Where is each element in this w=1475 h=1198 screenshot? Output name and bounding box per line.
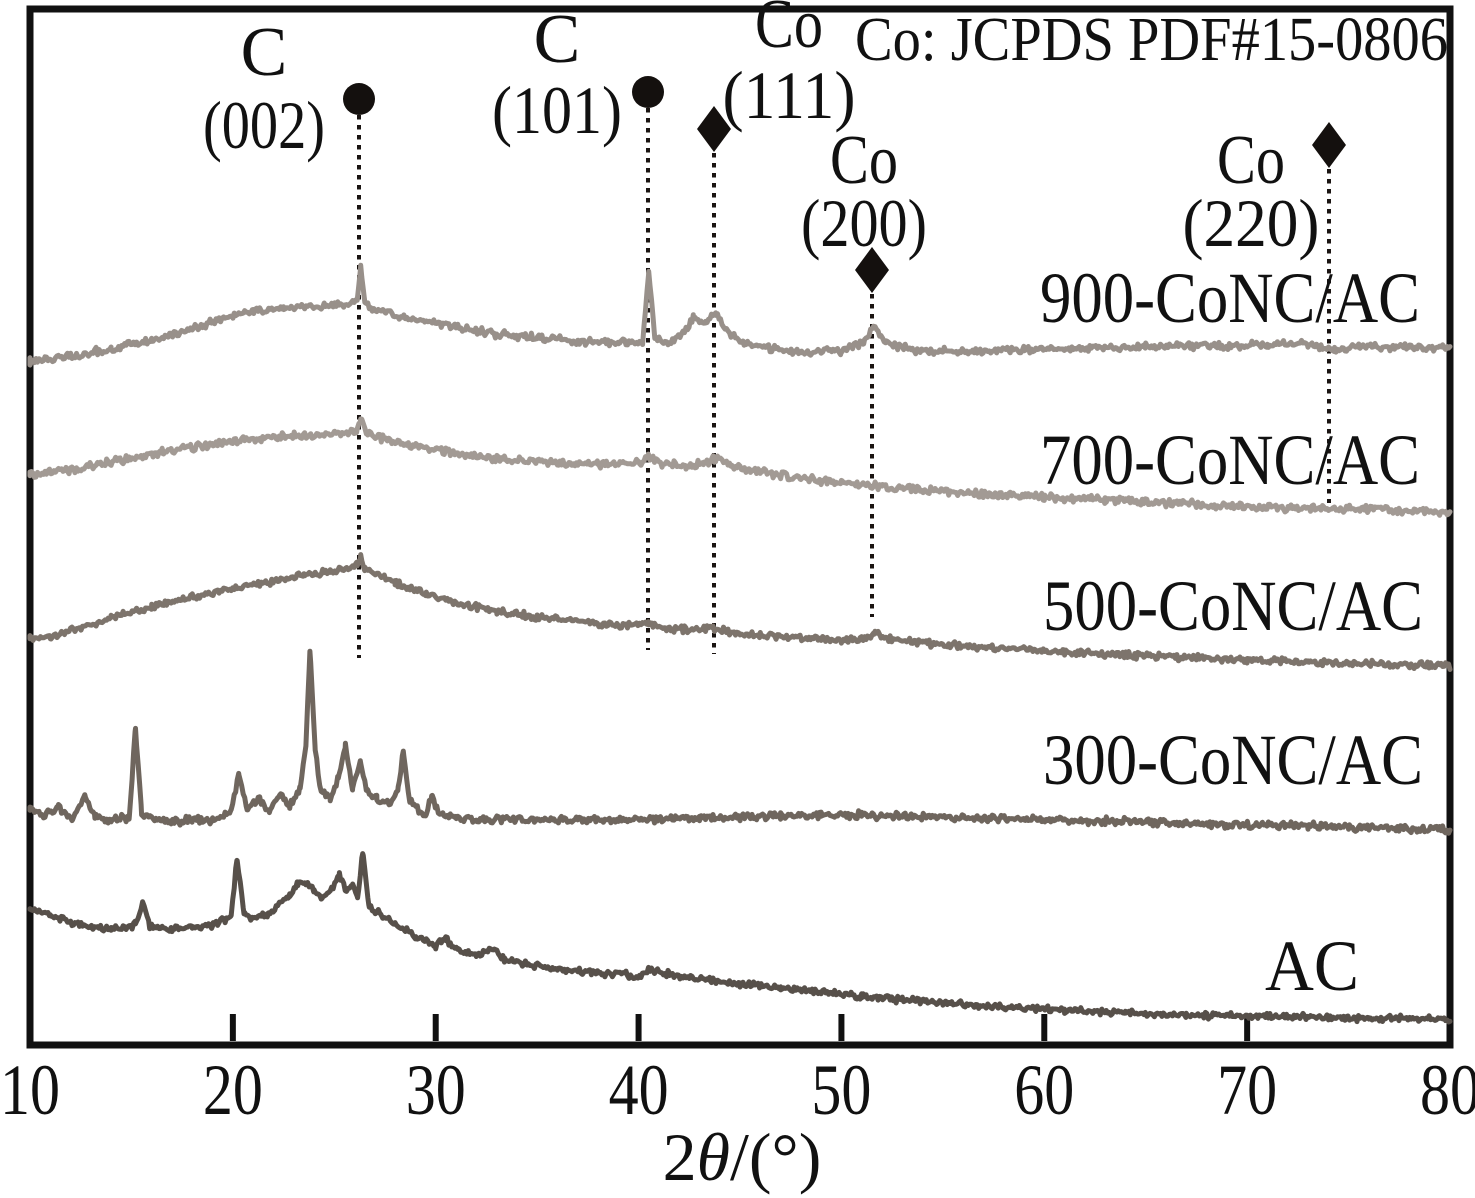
filled-circle-marker-C-002 xyxy=(343,83,375,115)
x-tick-label-80: 80 xyxy=(1420,1050,1475,1130)
series-label-500-CoNC-AC: 500-CoNC/AC xyxy=(1043,566,1423,646)
plot-border xyxy=(26,5,1454,1049)
filled-diamond-marker-Co-200 xyxy=(855,247,889,293)
series-path-300-CoNC-AC xyxy=(27,648,1453,836)
peak-plane-label-Co-220: (220) xyxy=(1183,185,1320,261)
x-tick-label-10: 10 xyxy=(0,1050,60,1130)
peak-plane-label-Co-111: (111) xyxy=(723,57,856,133)
x-tick-label-20: 20 xyxy=(203,1050,263,1130)
peak-phase-label-C-002: C xyxy=(241,14,288,91)
series-path-500-CoNC-AC xyxy=(27,552,1453,672)
series-label-700-CoNC-AC: 700-CoNC/AC xyxy=(1040,420,1420,500)
peak-phase-label-Co-111: Co xyxy=(755,0,823,63)
x-tick-label-60: 60 xyxy=(1014,1050,1074,1130)
series-path-900-CoNC-AC xyxy=(27,262,1453,368)
filled-diamond-marker-Co-111 xyxy=(697,106,731,152)
series-label-AC: AC xyxy=(1265,926,1359,1006)
x-tick-label-50: 50 xyxy=(811,1050,871,1130)
x-tick-label-30: 30 xyxy=(406,1050,466,1130)
filled-circle-marker-C-101 xyxy=(632,76,664,108)
filled-diamond-marker-Co-220 xyxy=(1312,122,1346,168)
series-path-700-CoNC-AC xyxy=(27,416,1453,518)
peak-phase-label-C-101: C xyxy=(534,1,581,78)
peak-phase-label-Co-200: Co xyxy=(830,122,898,199)
peak-plane-label-Co-200: (200) xyxy=(801,185,927,261)
series-label-300-CoNC-AC: 300-CoNC/AC xyxy=(1043,720,1423,800)
x-axis-label: 2θ/(°) xyxy=(663,1119,822,1195)
series-path-AC xyxy=(27,851,1453,1025)
peak-plane-label-C-002: (002) xyxy=(203,87,325,163)
x-tick-label-70: 70 xyxy=(1217,1050,1277,1130)
x-tick-label-40: 40 xyxy=(609,1050,669,1130)
series-label-900-CoNC-AC: 900-CoNC/AC xyxy=(1040,258,1420,338)
jcpds-reference-note: Co: JCPDS PDF#15-0806 xyxy=(855,6,1448,74)
peak-plane-label-C-101: (101) xyxy=(492,72,622,148)
peak-phase-label-Co-220: Co xyxy=(1217,122,1285,199)
